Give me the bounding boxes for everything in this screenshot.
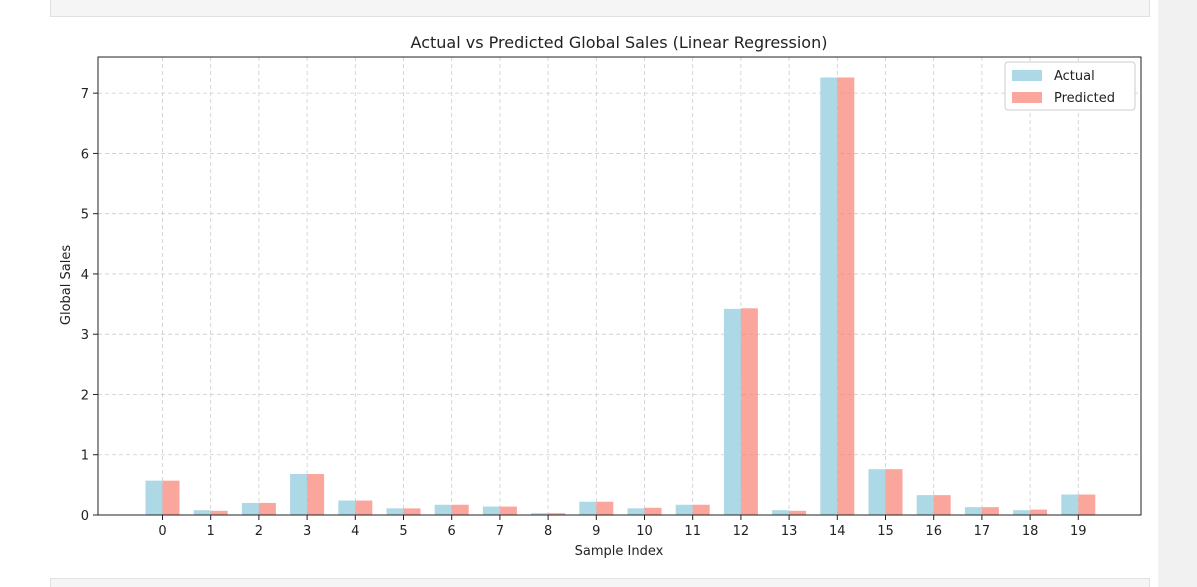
- bar-predicted-12: [740, 308, 758, 515]
- previous-output-cell: [50, 0, 1150, 17]
- x-tick-label: 3: [303, 524, 311, 539]
- y-tick-label: 2: [81, 388, 89, 403]
- bar-actual-3: [290, 474, 308, 515]
- x-tick-label: 0: [158, 524, 166, 539]
- bar-actual-6: [434, 504, 452, 515]
- x-tick-label: 13: [781, 524, 798, 539]
- bar-actual-19: [1061, 494, 1079, 515]
- y-tick-label: 3: [81, 328, 89, 343]
- plot-area: [98, 57, 1141, 515]
- bar-actual-4: [338, 500, 356, 515]
- scrollbar-track[interactable]: [1158, 0, 1197, 587]
- y-tick-label: 5: [81, 208, 89, 223]
- bar-predicted-2: [258, 502, 276, 515]
- bar-predicted-5: [403, 508, 421, 515]
- bar-actual-9: [579, 501, 597, 515]
- bar-actual-17: [964, 507, 982, 515]
- x-tick-label: 19: [1070, 524, 1087, 539]
- bar-predicted-10: [644, 507, 662, 515]
- bar-actual-16: [916, 495, 934, 515]
- legend: Actual Predicted: [1004, 61, 1136, 111]
- bar-actual-18: [1013, 510, 1031, 515]
- legend-swatch-predicted: [1012, 92, 1042, 103]
- legend-swatch-actual: [1012, 70, 1042, 81]
- bar-predicted-19: [1078, 494, 1096, 515]
- x-tick-label: 11: [684, 524, 701, 539]
- y-tick-label: 1: [81, 449, 89, 464]
- x-tick-label: 16: [925, 524, 942, 539]
- chart-title: Actual vs Predicted Global Sales (Linear…: [411, 33, 828, 52]
- y-tick-label: 0: [81, 509, 89, 524]
- x-tick-label: 18: [1022, 524, 1039, 539]
- bar-predicted-3: [307, 474, 325, 515]
- x-axis-label: Sample Index: [575, 544, 664, 559]
- x-tick-label: 10: [636, 524, 653, 539]
- x-tick-label: 17: [974, 524, 991, 539]
- bar-predicted-14: [837, 77, 855, 515]
- bar-predicted-1: [210, 510, 228, 515]
- bar-actual-12: [723, 308, 741, 515]
- y-axis-label: Global Sales: [59, 245, 74, 325]
- x-tick-label: 14: [829, 524, 846, 539]
- x-tick-label: 7: [496, 524, 504, 539]
- legend-label-predicted: Predicted: [1054, 91, 1115, 106]
- bar-actual-8: [531, 513, 549, 515]
- bar-actual-14: [820, 77, 838, 515]
- x-tick-label: 4: [351, 524, 359, 539]
- x-tick-label: 9: [592, 524, 600, 539]
- bar-actual-1: [193, 510, 211, 515]
- bar-predicted-16: [933, 495, 951, 515]
- x-tick-label: 15: [877, 524, 894, 539]
- x-tick-label: 2: [255, 524, 263, 539]
- bar-predicted-9: [596, 501, 614, 515]
- bars: [145, 77, 1096, 515]
- x-tick-label: 1: [207, 524, 215, 539]
- bar-predicted-17: [981, 507, 999, 515]
- legend-label-actual: Actual: [1054, 69, 1095, 84]
- plot-frame: [97, 56, 1142, 516]
- x-tick-label: 12: [733, 524, 750, 539]
- bar-actual-15: [868, 469, 886, 515]
- bar-actual-5: [386, 508, 404, 515]
- y-tick-label: 6: [81, 147, 89, 162]
- bar-actual-2: [241, 502, 259, 515]
- bar-actual-13: [772, 510, 790, 515]
- bar-predicted-0: [162, 480, 180, 515]
- x-tick-label: 5: [399, 524, 407, 539]
- bar-predicted-4: [355, 500, 373, 515]
- bar-predicted-6: [451, 504, 469, 515]
- y-tick-label: 7: [81, 87, 89, 102]
- bar-predicted-13: [789, 510, 807, 515]
- bar-actual-7: [482, 506, 500, 515]
- y-tick-label: 4: [81, 268, 89, 283]
- bar-predicted-18: [1030, 509, 1048, 515]
- bar-actual-10: [627, 508, 645, 515]
- x-tick-label: 8: [544, 524, 552, 539]
- next-output-cell: [50, 578, 1150, 587]
- bar-predicted-11: [692, 504, 710, 515]
- bar-predicted-7: [499, 506, 517, 515]
- bar-predicted-8: [548, 513, 566, 515]
- x-tick-label: 6: [448, 524, 456, 539]
- bar-actual-11: [675, 504, 693, 515]
- bar-actual-0: [145, 480, 163, 515]
- bar-predicted-15: [885, 469, 903, 515]
